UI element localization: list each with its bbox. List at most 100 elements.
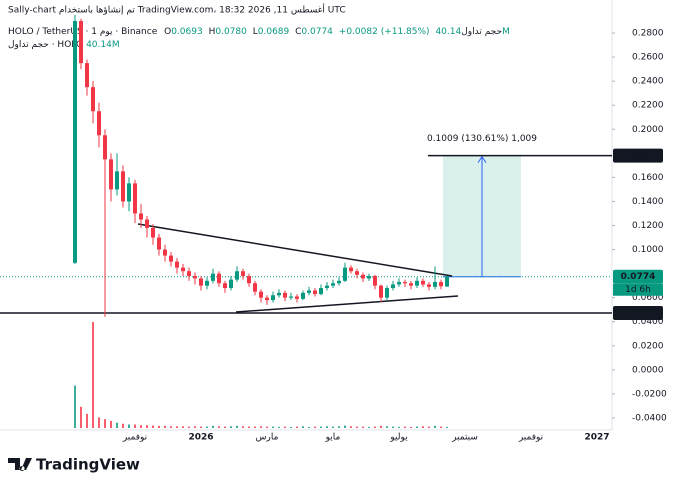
measure-arrowhead — [477, 155, 487, 163]
volume-bar — [362, 426, 364, 428]
volume-bar — [182, 426, 184, 428]
candle-body — [229, 279, 233, 289]
last-price-box — [613, 269, 663, 284]
candle-body — [199, 278, 203, 286]
volume-bar — [242, 426, 244, 428]
volume-bar — [332, 426, 334, 428]
y-tick-label: 0.1600 — [632, 173, 664, 183]
watermark: Sally-chart تم إنشاؤها باستخدام TradingV… — [8, 4, 346, 16]
candle-body — [85, 63, 89, 88]
candle-body — [301, 292, 305, 299]
volume-bar — [386, 426, 388, 428]
candle-body — [175, 261, 179, 268]
volume-bar — [218, 426, 220, 428]
candle-body — [325, 285, 329, 289]
y-tick-label: 0.1400 — [632, 197, 664, 207]
candle-body — [109, 159, 113, 190]
volume-bar — [392, 426, 394, 428]
volume-bar — [344, 425, 346, 428]
candle-body — [253, 283, 257, 292]
volume-bar — [380, 425, 382, 428]
candle-body — [259, 291, 263, 298]
candle-body — [289, 296, 293, 298]
candle-body — [409, 283, 413, 286]
volume-text: حجم تداول — [461, 27, 502, 37]
y-tick-label: -0.0200 — [632, 389, 667, 399]
candle-body — [379, 285, 383, 298]
high: 0.0780 — [215, 27, 247, 37]
y-tick-label: 0.0200 — [632, 341, 664, 351]
candle-body — [307, 290, 311, 293]
low: 0.0689 — [258, 27, 290, 37]
candle-body — [313, 290, 317, 295]
candle-body — [343, 267, 347, 281]
volume-bar — [212, 425, 214, 428]
candle-body — [211, 273, 215, 281]
o-label: O — [164, 27, 171, 37]
volume-bar — [326, 426, 328, 428]
candle-body — [97, 111, 101, 136]
candle-body — [283, 292, 287, 298]
volume-bar — [272, 426, 274, 428]
volume-bar — [158, 425, 160, 428]
candle-body — [265, 297, 269, 301]
candle-body — [157, 237, 161, 250]
candle-body — [367, 276, 371, 279]
volume-bar — [422, 426, 424, 428]
volume-bar — [188, 426, 190, 428]
volume-bar — [122, 423, 124, 428]
volume-bar — [236, 425, 238, 428]
candle-body — [373, 276, 377, 286]
volume-bar — [260, 426, 262, 428]
volume-bar — [164, 425, 166, 428]
volume-line: حجم تداول · HOLO 40.14M — [8, 40, 120, 50]
candle-body — [349, 267, 353, 272]
volume-bar — [248, 426, 250, 428]
volume-bar — [320, 426, 322, 428]
volume-bar — [128, 424, 130, 428]
volume-bar — [290, 426, 292, 428]
measure-label: 0.1009 (130.61%) 1,009 — [427, 134, 537, 144]
x-tick-label: سبتمبر — [451, 433, 478, 443]
y-tick-label: -0.0400 — [632, 413, 667, 423]
candle-body — [433, 282, 437, 287]
y-tick-label: 0.1000 — [632, 245, 664, 255]
candle-body — [181, 267, 185, 272]
volume-bar — [80, 406, 82, 428]
candle-body — [397, 282, 401, 285]
volume-bar — [302, 426, 304, 428]
support-box — [613, 305, 663, 320]
x-tick-label: مارس — [256, 433, 279, 443]
candle-body — [421, 280, 425, 285]
countdown-box — [613, 283, 663, 296]
y-tick-label: 0.0000 — [632, 365, 664, 375]
volume-bar — [314, 426, 316, 428]
candle-body — [79, 21, 83, 64]
candle-body — [361, 274, 365, 279]
trend-line — [137, 223, 453, 277]
y-tick-label: 0.0600 — [632, 293, 664, 303]
volume-bar — [116, 422, 118, 428]
volume-bar — [350, 426, 352, 428]
volume-bar — [98, 417, 100, 428]
x-tick-label: مايو — [325, 433, 341, 443]
target-label: 0.1781 — [621, 151, 656, 161]
candle-body — [247, 276, 251, 284]
candle-body — [403, 282, 407, 284]
volume-bar — [410, 426, 412, 428]
candle-body — [241, 271, 245, 277]
candle-body — [385, 288, 389, 298]
logo: TradingView — [8, 456, 140, 474]
candle-body — [121, 171, 125, 202]
candle-body — [271, 295, 275, 301]
volume-line-value: 40.14M — [86, 40, 120, 50]
x-tick-label: يوليو — [389, 433, 408, 443]
y-tick-label: 0.2800 — [632, 29, 664, 39]
volume-bar — [224, 426, 226, 428]
volume-bar — [194, 426, 196, 428]
brand: TradingView — [36, 456, 140, 474]
y-tick-label: 0.0400 — [632, 317, 664, 327]
legend-line: HOLO / TetherUS · 1 يوم · Binance O0.069… — [8, 27, 510, 37]
volume-bar — [254, 426, 256, 428]
